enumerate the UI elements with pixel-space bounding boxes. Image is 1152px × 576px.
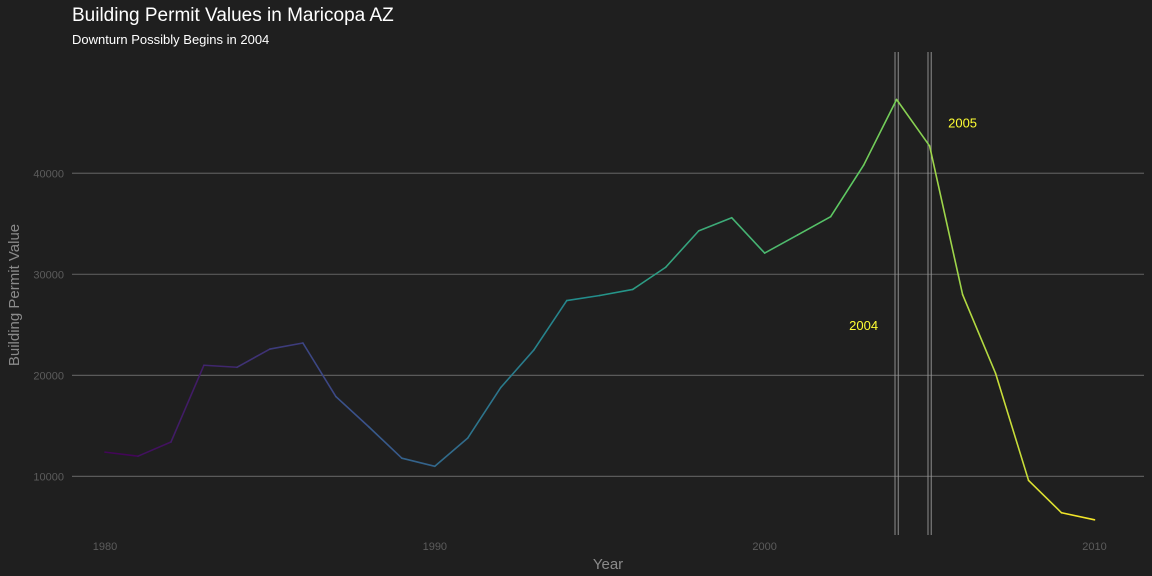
line-segment bbox=[401, 457, 436, 468]
axis-ticks: 10000 20000 30000 40000 1980 1990 2000 2010 bbox=[33, 168, 1106, 553]
line-segment bbox=[895, 98, 931, 147]
x-axis-title: Year bbox=[593, 556, 623, 573]
line-segment bbox=[1060, 511, 1096, 521]
line-segment bbox=[598, 288, 634, 297]
y-tick-label: 20000 bbox=[33, 370, 64, 382]
line-segment bbox=[499, 349, 535, 389]
y-tick-label: 10000 bbox=[33, 471, 64, 483]
line-segment bbox=[335, 395, 370, 428]
x-tick-label: 2000 bbox=[752, 541, 776, 553]
line-segment bbox=[170, 364, 205, 443]
year-annotation: 2005 bbox=[948, 116, 977, 131]
line-segment bbox=[763, 234, 799, 254]
chart-title: Building Permit Values in Maricopa AZ bbox=[72, 5, 394, 26]
line-segment bbox=[302, 342, 337, 398]
line-segment bbox=[269, 342, 304, 350]
y-axis-title: Building Permit Value bbox=[6, 224, 23, 366]
y-tick-label: 40000 bbox=[33, 168, 64, 180]
x-tick-label: 1980 bbox=[93, 541, 117, 553]
line-segment bbox=[829, 164, 865, 218]
line-segment bbox=[664, 230, 700, 269]
line-segment bbox=[368, 426, 403, 460]
line-segment bbox=[730, 216, 766, 254]
year-annotations: 2004 2005 bbox=[849, 116, 977, 333]
x-tick-label: 2010 bbox=[1082, 541, 1106, 553]
reference-lines bbox=[894, 52, 932, 535]
line-segment bbox=[994, 372, 1030, 482]
line-segment bbox=[862, 98, 898, 166]
line-segment bbox=[137, 441, 172, 457]
line-segment bbox=[697, 216, 733, 232]
line-segment bbox=[928, 145, 964, 296]
line-segment bbox=[565, 294, 601, 302]
chart-subtitle: Downturn Possibly Begins in 2004 bbox=[72, 32, 270, 47]
line-segment bbox=[1027, 479, 1063, 514]
permit-value-series bbox=[104, 98, 1096, 521]
line-segment bbox=[631, 266, 667, 291]
y-tick-label: 30000 bbox=[33, 269, 64, 281]
line-segment bbox=[961, 293, 997, 375]
line-segment bbox=[532, 299, 568, 351]
grid-lines bbox=[72, 172, 1144, 477]
x-tick-label: 1990 bbox=[423, 541, 447, 553]
line-segment bbox=[203, 364, 238, 369]
line-segment bbox=[467, 386, 502, 439]
line-segment bbox=[434, 437, 469, 468]
line-segment bbox=[236, 348, 271, 369]
line-segment bbox=[796, 215, 832, 236]
line-segment bbox=[104, 451, 139, 457]
year-annotation: 2004 bbox=[849, 318, 878, 333]
